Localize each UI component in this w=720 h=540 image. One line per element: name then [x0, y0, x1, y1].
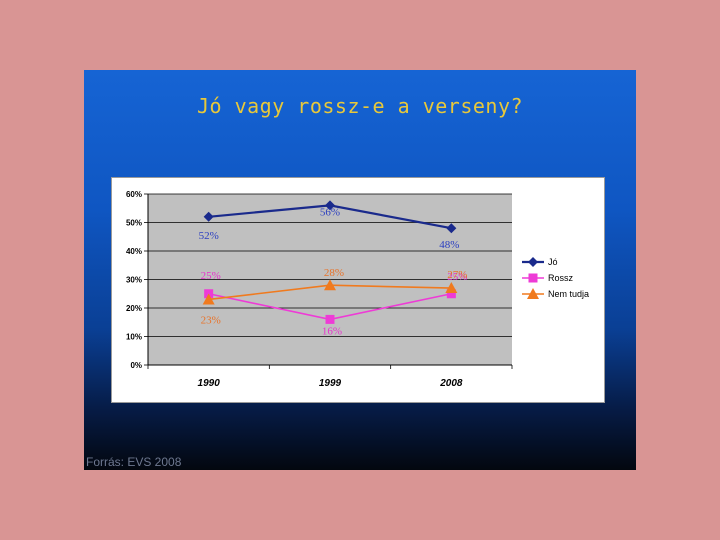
legend-entry: Jó: [548, 257, 558, 267]
x-tick-label: 1999: [319, 378, 342, 389]
data-label: 28%: [324, 267, 344, 279]
data-label: 27%: [447, 269, 467, 281]
y-tick-label: 50%: [126, 219, 142, 228]
slide-title: Jó vagy rossz-e a verseny?: [196, 94, 524, 118]
data-label: 25%: [201, 270, 221, 282]
data-label: 25%: [447, 271, 467, 283]
y-tick-label: 0%: [130, 361, 142, 370]
x-tick-label: 2008: [439, 378, 463, 389]
legend-entry: Nem tudja: [548, 289, 589, 299]
legend-marker: [527, 288, 539, 299]
chart-container: 0% 10% 20% 30% 40% 50% 60% 1990 1999 2008 52% 56% 48…: [111, 177, 605, 403]
data-label: 56%: [320, 206, 340, 218]
y-tick-label: 60%: [126, 190, 142, 199]
data-label: 16%: [322, 325, 342, 337]
legend-entry: Rossz: [548, 273, 574, 283]
data-label: 23%: [201, 314, 221, 326]
slide: Jó vagy rossz-e a verseny? 0% 10% 20% 30% 40…: [84, 70, 636, 470]
line-chart: 0% 10% 20% 30% 40% 50% 60% 1990 1999 2008 52% 56% 48…: [126, 190, 589, 389]
y-tick-label: 20%: [126, 304, 142, 313]
data-point: [325, 200, 335, 211]
data-point: [202, 293, 215, 305]
data-label: 48%: [439, 239, 459, 251]
data-point: [325, 314, 335, 324]
data-point: [445, 282, 458, 294]
data-point: [446, 223, 457, 234]
data-point: [324, 279, 336, 291]
y-tick-label: 10%: [126, 333, 142, 342]
source-note: Forrás: EVS 2008: [86, 455, 182, 469]
y-tick-label: 30%: [126, 276, 142, 285]
data-point: [446, 289, 456, 299]
data-point: [203, 211, 214, 222]
legend-marker: [528, 273, 538, 283]
data-label: 52%: [199, 230, 219, 242]
x-tick-label: 1990: [198, 378, 221, 389]
y-tick-label: 40%: [126, 247, 142, 256]
legend-marker: [528, 257, 538, 267]
